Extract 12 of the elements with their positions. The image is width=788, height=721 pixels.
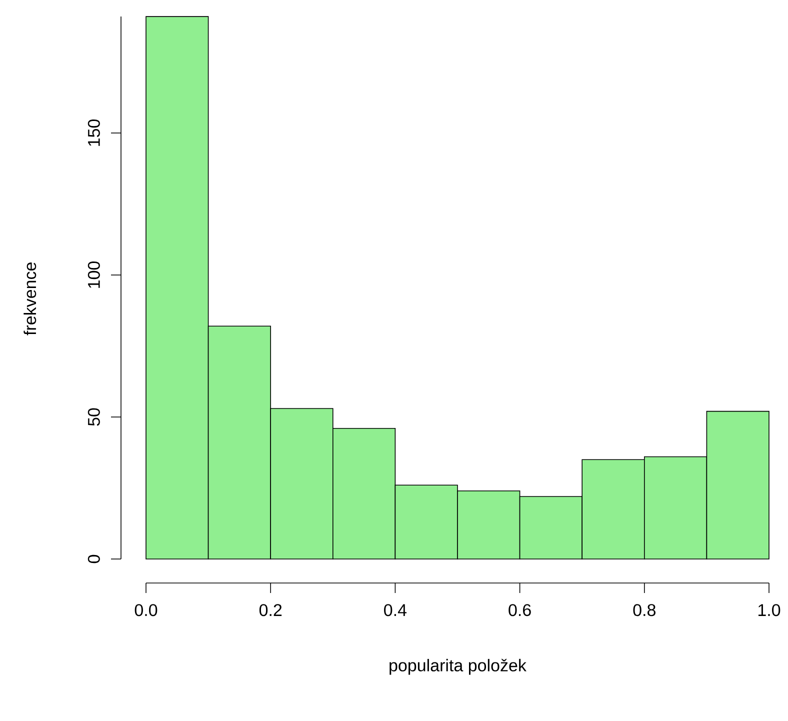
- x-tick-label: 0.8: [633, 604, 656, 616]
- x-tick-label: 0.6: [508, 604, 531, 616]
- x-tick-label: 0.0: [134, 604, 158, 616]
- y-axis-title: frekvence: [24, 262, 36, 336]
- y-tick-label: 150: [88, 119, 100, 146]
- x-tick-label: 1.0: [758, 604, 780, 616]
- x-axis-title: popularita položek: [390, 658, 526, 675]
- y-tick-label: 0: [88, 554, 100, 564]
- y-tick-label: 50: [88, 408, 100, 426]
- x-tick-label: 0.2: [259, 604, 282, 616]
- y-tick-label: 100: [88, 261, 100, 288]
- x-tick-label: 0.4: [384, 604, 407, 616]
